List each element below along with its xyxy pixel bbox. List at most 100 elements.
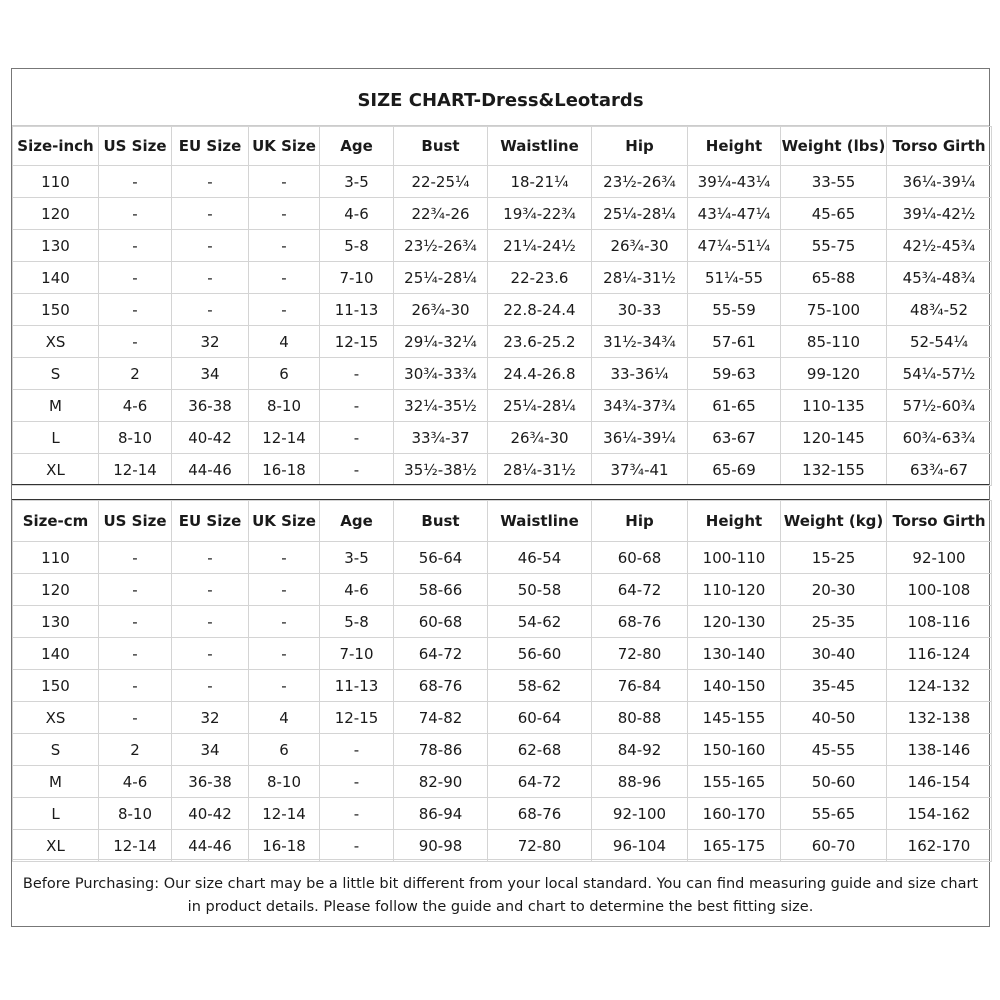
table-cell: 62-68 xyxy=(487,733,592,766)
table-cell: 16-18 xyxy=(248,829,320,862)
column-header: Bust xyxy=(393,126,488,166)
table-cell: - xyxy=(248,229,320,262)
table-cell: 54-62 xyxy=(487,605,592,638)
header-row: Size-cm US Size EU Size UK Size Age Bust Waist… xyxy=(12,500,992,542)
table-cell: 4-6 xyxy=(319,197,394,230)
table-cell: 34¾-37¾ xyxy=(591,389,688,422)
table-cell: - xyxy=(98,541,172,574)
table-cell: - xyxy=(98,197,172,230)
table-cell: 33-36¼ xyxy=(591,357,688,390)
table-cell: 25¼-28¼ xyxy=(487,389,592,422)
table-cell: 55-65 xyxy=(780,797,887,830)
table-cell: 5-8 xyxy=(319,605,394,638)
table-cell: 40-42 xyxy=(171,797,249,830)
table-row: S 2 34 6-30¾-33¾ 24.4-26.8 33-36¼ 59-63 99-120 5… xyxy=(12,357,992,390)
table-cell: 54¼-57½ xyxy=(886,357,992,390)
table-cell: 74-82 xyxy=(393,701,488,734)
column-header: Waistline xyxy=(487,126,592,166)
table-cell: 132-138 xyxy=(886,701,992,734)
table-cell: 34 xyxy=(171,733,249,766)
table-cell: 35-45 xyxy=(780,669,887,702)
table-cell: 28¼-31½ xyxy=(487,453,592,486)
table-cell: - xyxy=(248,637,320,670)
table-cell: 23.6-25.2 xyxy=(487,325,592,358)
table-cell: 132-155 xyxy=(780,453,887,486)
table-cell: 25-35 xyxy=(780,605,887,638)
table-cell: 22.8-24.4 xyxy=(487,293,592,326)
table-cell: 32 xyxy=(171,701,249,734)
column-header: Torso Girth xyxy=(886,126,992,166)
table-cell: 4-6 xyxy=(98,389,172,422)
table-cell: 36¼-39¼ xyxy=(886,165,992,198)
table-cell: 80-88 xyxy=(591,701,688,734)
table-cell: 3-5 xyxy=(319,541,394,574)
table-cell: 58-66 xyxy=(393,573,488,606)
table-cell: 4-6 xyxy=(98,765,172,798)
table-cell: 150 xyxy=(12,669,99,702)
table-cell: 48¾-52 xyxy=(886,293,992,326)
table-cell: L xyxy=(12,421,99,454)
table-cell: 63-67 xyxy=(687,421,781,454)
table-cell: 39¼-43¼ xyxy=(687,165,781,198)
table-cell: - xyxy=(98,293,172,326)
table-cell: 65-69 xyxy=(687,453,781,486)
table-cell: 120-145 xyxy=(780,421,887,454)
inch-size-table: Size-inch US Size EU Size UK Size Age Bust Wai… xyxy=(12,126,992,486)
table-cell: - xyxy=(171,605,249,638)
table-row: 150- - -11-13 68-76 58-62 76-84 140-150 35-45 12… xyxy=(12,669,992,702)
table-cell: 25¼-28¼ xyxy=(393,261,488,294)
table-cell: 44-46 xyxy=(171,453,249,486)
table-cell: - xyxy=(319,453,394,486)
table-cell: 12-14 xyxy=(98,829,172,862)
table-row: L 8-10 40-42 12-14-86-94 68-76 92-100 160-170 5… xyxy=(12,797,992,830)
table-cell: 57½-60¾ xyxy=(886,389,992,422)
table-cell: 7-10 xyxy=(319,261,394,294)
size-chart: SIZE CHART-Dress&Leotards Size-inch US Si… xyxy=(11,68,992,927)
table-cell: 92-100 xyxy=(591,797,688,830)
table-cell: 100-110 xyxy=(687,541,781,574)
table-cell: 31½-34¾ xyxy=(591,325,688,358)
table-row: 120- - -4-6 22¾-26 19¾-22¾ 25¼-28¼ 43¼-47¼ 45-6… xyxy=(12,197,992,230)
table-cell: 92-100 xyxy=(886,541,992,574)
table-cell: - xyxy=(171,197,249,230)
table-cell: 23½-26¾ xyxy=(591,165,688,198)
table-cell: - xyxy=(171,261,249,294)
table-cell: 21¼-24½ xyxy=(487,229,592,262)
column-header: UK Size xyxy=(248,126,320,166)
table-cell: 64-72 xyxy=(487,765,592,798)
table-cell: 68-76 xyxy=(487,797,592,830)
table-cell: 68-76 xyxy=(393,669,488,702)
table-cell: - xyxy=(248,605,320,638)
table-cell: 26¾-30 xyxy=(591,229,688,262)
table-cell: 37¾-41 xyxy=(591,453,688,486)
table-cell: 100-108 xyxy=(886,573,992,606)
table-cell: 32¼-35½ xyxy=(393,389,488,422)
table-cell: 15-25 xyxy=(780,541,887,574)
table-cell: 35½-38½ xyxy=(393,453,488,486)
table-cell: - xyxy=(248,293,320,326)
table-cell: 108-116 xyxy=(886,605,992,638)
table-cell: 82-90 xyxy=(393,765,488,798)
table-cell: 154-162 xyxy=(886,797,992,830)
table-cell: 45-55 xyxy=(780,733,887,766)
table-cell: 43¼-47¼ xyxy=(687,197,781,230)
table-cell: - xyxy=(171,165,249,198)
table-cell: - xyxy=(98,669,172,702)
table-cell: 68-76 xyxy=(591,605,688,638)
column-header: Age xyxy=(319,500,394,542)
table-cell: 22¾-26 xyxy=(393,197,488,230)
table-cell: 50-60 xyxy=(780,765,887,798)
chart-title: SIZE CHART-Dress&Leotards xyxy=(12,69,989,126)
table-cell: 20-30 xyxy=(780,573,887,606)
table-cell: 2 xyxy=(98,733,172,766)
table-cell: - xyxy=(319,421,394,454)
table-cell: 44-46 xyxy=(171,829,249,862)
table-cell: 8-10 xyxy=(248,765,320,798)
table-row: XS -32 4 12-15 29¼-32¼ 23.6-25.2 31½-34¾ 57-61 8… xyxy=(12,325,992,358)
table-cell: XS xyxy=(12,701,99,734)
table-cell: 45-65 xyxy=(780,197,887,230)
column-header: Size-inch xyxy=(12,126,99,166)
table-cell: 6 xyxy=(248,733,320,766)
table-cell: - xyxy=(248,261,320,294)
table-cell: 25¼-28¼ xyxy=(591,197,688,230)
